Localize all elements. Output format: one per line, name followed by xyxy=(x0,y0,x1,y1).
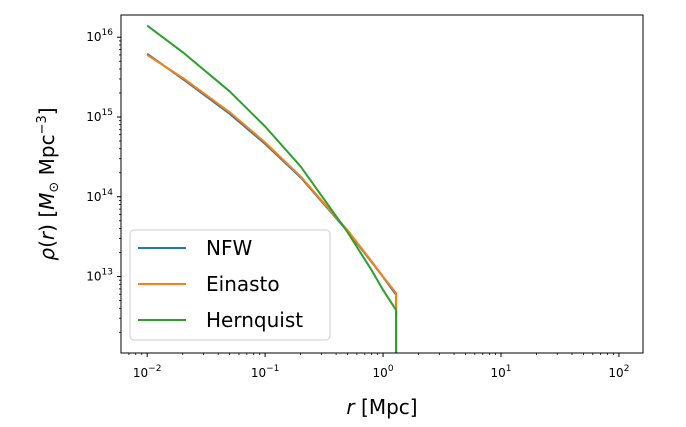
y-tick-label: 1015 xyxy=(86,108,113,124)
series-lines xyxy=(146,24,398,353)
tick-group: 10−2 10−1 100 101 102 1013 1014 1015 1016 xyxy=(86,28,629,380)
x-tick-label: 10−2 xyxy=(133,364,162,380)
series-line-einasto xyxy=(146,54,398,353)
y-tick-label: 1014 xyxy=(86,188,113,204)
series-line-hernquist xyxy=(146,24,398,353)
x-tick-label: 102 xyxy=(608,364,629,380)
x-tick-label: 100 xyxy=(373,364,394,380)
legend-label: Hernquist xyxy=(206,308,303,332)
legend-box xyxy=(129,229,331,341)
y-tick-label: 1013 xyxy=(86,268,113,284)
legend-label: NFW xyxy=(206,236,252,260)
x-tick-label: 101 xyxy=(490,364,511,380)
y-axis-label: ρ(r) [M⊙ Mpc−3] xyxy=(35,107,62,260)
x-tick-label: 10−1 xyxy=(251,364,280,380)
y-tick-label: 1016 xyxy=(86,28,113,44)
legend: NFW Einasto Hernquist xyxy=(129,229,331,341)
plot-frame xyxy=(120,14,644,354)
legend-label: Einasto xyxy=(206,272,280,296)
x-axis-label: r [Mpc] xyxy=(346,395,417,419)
